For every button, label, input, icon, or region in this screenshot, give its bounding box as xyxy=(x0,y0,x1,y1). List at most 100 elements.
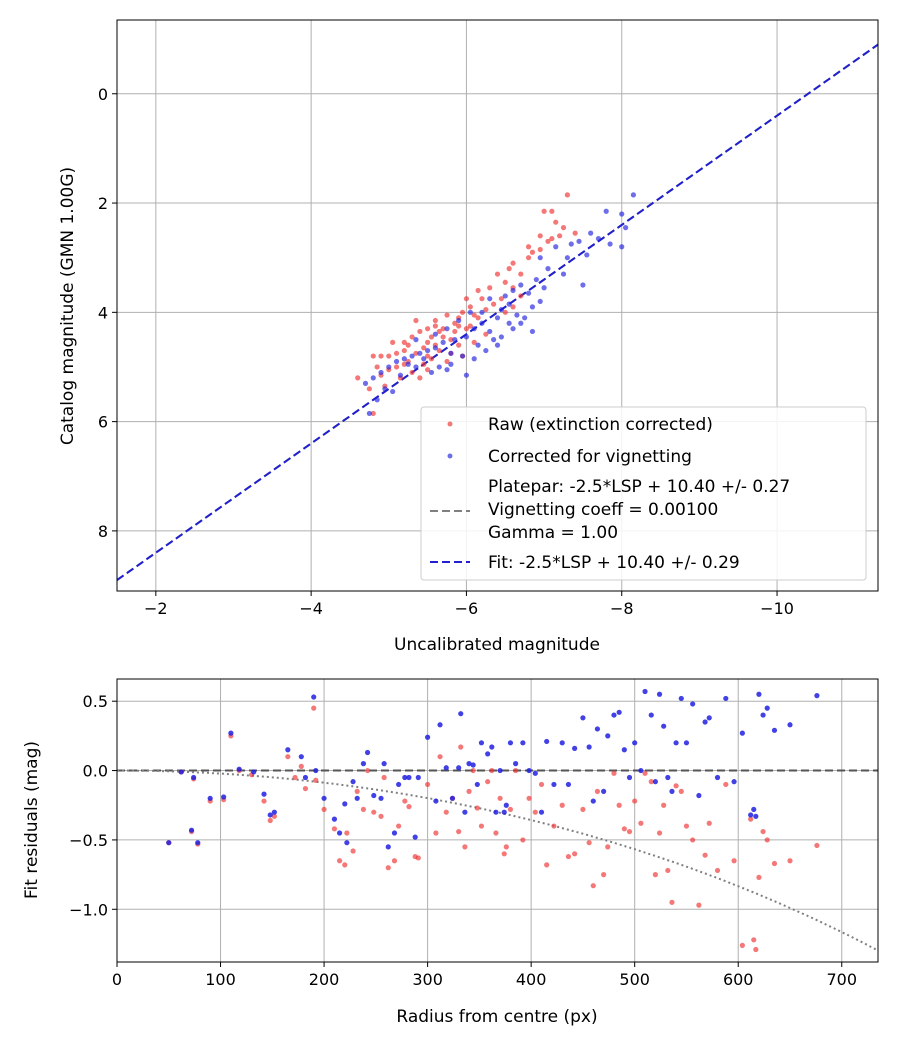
raw-residual-point xyxy=(497,795,503,801)
corrected-point xyxy=(471,356,477,362)
top-y-tick-label: 8 xyxy=(98,522,108,541)
corrected-point xyxy=(518,320,524,326)
corrected-residual-point xyxy=(221,794,227,800)
raw-residual-point xyxy=(690,837,696,843)
corrected-residual-point xyxy=(626,774,633,781)
corrected-residual-point xyxy=(402,774,408,781)
raw-point xyxy=(401,361,407,367)
bottom-chart: 0 100 200 300 400 500 600 700 0.5 0.0 −0.5 −1.0 Ra… xyxy=(22,678,879,1027)
corrected-point xyxy=(514,312,520,318)
corrected-residual-point xyxy=(669,788,675,794)
raw-residual-point xyxy=(586,840,592,846)
corrected-residual-point xyxy=(638,767,644,774)
corrected-residual-point xyxy=(580,715,586,721)
raw-point xyxy=(537,233,543,239)
corrected-point xyxy=(413,337,419,343)
raw-point xyxy=(355,375,361,381)
corrected-point xyxy=(510,287,516,294)
corrected-point xyxy=(584,252,590,258)
corrected-residual-point xyxy=(251,769,257,775)
raw-residual-point xyxy=(706,820,712,826)
raw-residual-point xyxy=(425,781,431,788)
raw-residual-point xyxy=(642,770,648,776)
corrected-residual-point xyxy=(466,761,472,767)
corrected-residual-point xyxy=(673,740,679,746)
raw-residual-point xyxy=(342,862,348,868)
top-y-tick-label: 4 xyxy=(98,303,108,322)
raw-residual-point xyxy=(544,862,550,868)
top-x-tick-label: −6 xyxy=(455,599,479,618)
bottom-x-tick-label: 300 xyxy=(412,970,443,989)
corrected-residual-point xyxy=(503,802,509,808)
corrected-point xyxy=(378,369,384,376)
top-y-ticks: 0 2 4 6 8 xyxy=(98,85,117,541)
raw-residual-point xyxy=(723,781,729,788)
corrected-point xyxy=(525,290,532,296)
raw-point xyxy=(572,230,578,236)
raw-point xyxy=(471,339,477,345)
raw-residual-point xyxy=(605,844,611,850)
corrected-residual-point xyxy=(360,761,367,767)
corrected-point xyxy=(518,282,524,288)
raw-residual-point xyxy=(364,767,371,774)
raw-point xyxy=(421,361,427,367)
corrected-point xyxy=(533,276,539,283)
corrected-point xyxy=(522,315,528,321)
corrected-point xyxy=(456,317,462,324)
corrected-residual-point xyxy=(586,744,592,750)
raw-point xyxy=(518,293,524,299)
raw-point xyxy=(366,386,372,392)
raw-point xyxy=(425,353,431,359)
raw-residual-point xyxy=(489,767,495,774)
bottom-y-tick-label: 0.0 xyxy=(83,762,108,781)
raw-point xyxy=(471,312,477,318)
corrected-residual-point xyxy=(313,767,319,774)
corrected-residual-point xyxy=(344,840,350,846)
raw-point xyxy=(436,347,442,354)
corrected-residual-point xyxy=(261,791,267,797)
corrected-residual-point xyxy=(462,809,468,815)
bottom-y-tick-label: −0.5 xyxy=(69,831,108,850)
corrected-point xyxy=(425,347,431,354)
raw-point xyxy=(425,367,431,373)
corrected-residual-point xyxy=(723,695,729,702)
raw-point xyxy=(537,246,543,253)
raw-point xyxy=(475,287,481,294)
corrected-residual-point xyxy=(683,740,690,746)
corrected-point xyxy=(630,192,636,198)
raw-residual-point xyxy=(503,844,509,850)
corrected-point xyxy=(366,410,372,417)
raw-residual-point xyxy=(513,767,519,774)
corrected-residual-point xyxy=(513,761,519,767)
corrected-residual-point xyxy=(565,781,572,788)
corrected-point xyxy=(471,326,477,332)
corrected-residual-point xyxy=(526,767,532,774)
corrected-residual-point xyxy=(756,691,762,697)
raw-residual-point xyxy=(678,788,684,794)
raw-point xyxy=(456,342,462,348)
raw-point xyxy=(378,353,384,359)
corrected-residual-point xyxy=(706,715,712,721)
raw-point xyxy=(467,323,473,329)
raw-point xyxy=(448,337,454,343)
raw-point xyxy=(560,225,567,231)
corrected-residual-point xyxy=(520,740,526,746)
corrected-residual-point xyxy=(474,781,480,788)
bottom-x-tick-label: 600 xyxy=(723,970,754,989)
raw-residual-point xyxy=(371,809,377,815)
raw-point xyxy=(510,304,516,310)
corrected-residual-point xyxy=(267,812,273,818)
raw-residual-point xyxy=(344,830,350,836)
raw-residual-point xyxy=(532,809,538,815)
raw-point xyxy=(393,364,400,370)
corrected-residual-point xyxy=(350,779,356,785)
corrected-point xyxy=(386,364,392,370)
top-x-ticks: −2 −4 −6 −8 −10 xyxy=(144,591,794,618)
raw-residual-point xyxy=(470,767,476,774)
raw-residual-point xyxy=(731,858,737,864)
raw-residual-point xyxy=(764,837,770,843)
raw-point xyxy=(483,306,489,313)
corrected-residual-point xyxy=(764,705,770,711)
corrected-point xyxy=(432,345,438,351)
